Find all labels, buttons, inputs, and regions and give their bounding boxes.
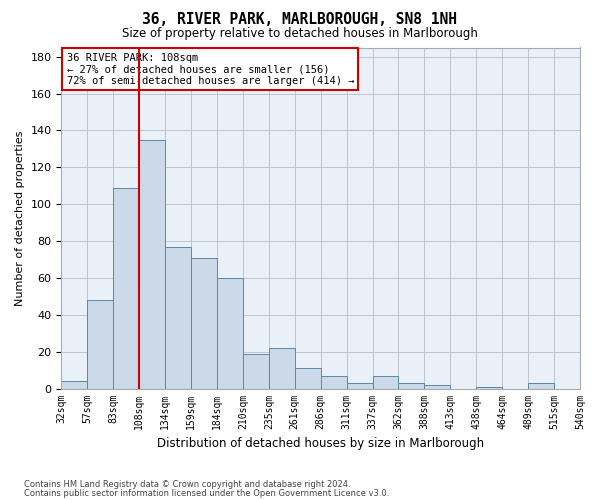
Bar [295, 368, 321, 388]
Text: 36 RIVER PARK: 108sqm
← 27% of detached houses are smaller (156)
72% of semi-det: 36 RIVER PARK: 108sqm ← 27% of detached … [67, 52, 354, 86]
Bar [88, 300, 113, 388]
Y-axis label: Number of detached properties: Number of detached properties [15, 130, 25, 306]
Bar [61, 381, 88, 388]
X-axis label: Distribution of detached houses by size in Marlborough: Distribution of detached houses by size … [157, 437, 484, 450]
Bar [373, 376, 398, 388]
Bar [217, 278, 243, 388]
Bar [321, 376, 347, 388]
Text: 36, RIVER PARK, MARLBOROUGH, SN8 1NH: 36, RIVER PARK, MARLBOROUGH, SN8 1NH [143, 12, 458, 28]
Bar [424, 385, 451, 388]
Bar [191, 258, 217, 388]
Bar [269, 348, 295, 389]
Bar [165, 246, 191, 388]
Bar [113, 188, 139, 388]
Text: Contains HM Land Registry data © Crown copyright and database right 2024.: Contains HM Land Registry data © Crown c… [24, 480, 350, 489]
Bar [347, 383, 373, 388]
Bar [476, 386, 502, 388]
Bar [139, 140, 165, 388]
Bar [528, 383, 554, 388]
Bar [243, 354, 269, 388]
Text: Contains public sector information licensed under the Open Government Licence v3: Contains public sector information licen… [24, 489, 389, 498]
Bar [398, 383, 424, 388]
Text: Size of property relative to detached houses in Marlborough: Size of property relative to detached ho… [122, 28, 478, 40]
